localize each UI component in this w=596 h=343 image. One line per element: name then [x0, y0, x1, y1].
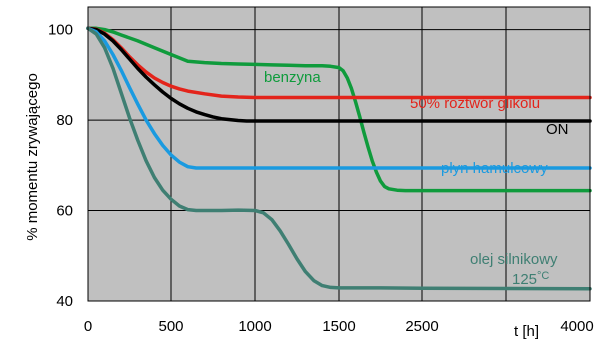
- x-tick-label: 4000: [560, 318, 593, 335]
- series-line-0: [86, 26, 592, 193]
- series-label-on: ON: [546, 121, 569, 138]
- y-tick-label: 80: [56, 112, 73, 129]
- series-label-olej-silnikowy: olej silnikowy: [470, 251, 558, 268]
- series-label-benzyna: benzyna: [264, 69, 321, 86]
- series-label-olej-temp-unit: °C: [537, 270, 549, 282]
- x-tick-label: 500: [158, 318, 183, 335]
- series-labels: benzyna 50% roztwór glikolu ON płyn hamu…: [264, 69, 569, 288]
- series-line-2: [86, 26, 592, 123]
- x-tick-label: 2500: [405, 318, 438, 335]
- x-tick-label: 1500: [322, 318, 355, 335]
- series-line-3: [86, 26, 592, 170]
- series-label-olej-temp: 125°C: [512, 270, 549, 288]
- x-axis-label: t [h]: [514, 323, 539, 340]
- series-label-plyn-hamulcowy: płyn hamulcowy: [441, 160, 548, 177]
- y-tick-label: 100: [48, 22, 73, 39]
- y-axis-label: % momentu zrywającego: [24, 73, 41, 241]
- y-tick-label: 40: [56, 293, 73, 310]
- series-label-olej-temp-value: 125: [512, 271, 537, 288]
- y-tick-label: 60: [56, 203, 73, 220]
- x-tick-label: 1000: [238, 318, 271, 335]
- series-layer: [86, 26, 592, 291]
- series-line-4: [86, 26, 592, 291]
- x-tick-label: 0: [84, 318, 92, 335]
- series-label-glikol: 50% roztwór glikolu: [410, 95, 540, 112]
- plot-border: [87, 6, 591, 302]
